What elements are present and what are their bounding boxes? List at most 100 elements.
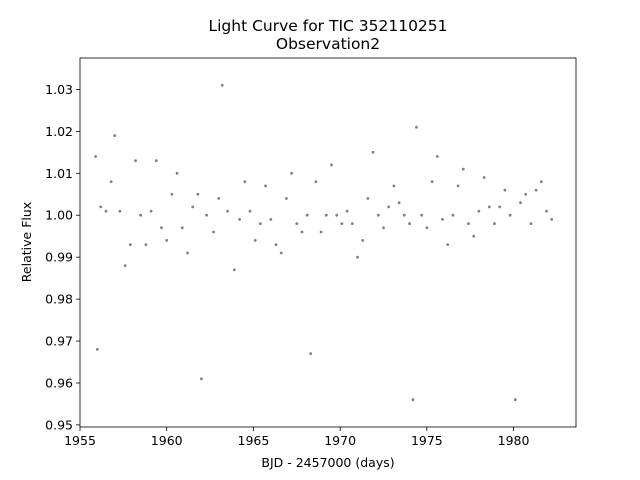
data-point <box>253 239 257 242</box>
plot-frame <box>79 57 577 428</box>
data-point <box>446 243 450 247</box>
data-point <box>402 213 406 217</box>
data-point <box>165 239 169 242</box>
data-point <box>309 352 313 355</box>
data-point <box>420 213 424 217</box>
data-point <box>545 209 548 213</box>
data-point <box>144 243 148 247</box>
x-tick-label: 1975 <box>411 433 443 448</box>
x-tick-label: 1980 <box>498 433 530 448</box>
x-tick-label: 1955 <box>64 433 96 448</box>
data-point <box>290 171 293 175</box>
data-point <box>550 218 554 221</box>
chart-title: Light Curve for TIC 352110251 <box>208 17 447 35</box>
data-point <box>279 251 283 255</box>
y-axis: 0.95 0.96 0.97 0.98 0.99 1.00 1.01 1.02 1.03 <box>45 82 80 432</box>
data-point <box>118 209 122 213</box>
data-point <box>467 222 470 226</box>
data-point <box>441 218 444 221</box>
data-point <box>435 155 439 158</box>
data-point <box>345 209 349 213</box>
x-axis: 1955 1960 1965 1970 1975 1980 <box>64 427 530 448</box>
data-point <box>397 201 401 205</box>
data-point <box>94 155 97 158</box>
data-point <box>212 230 215 234</box>
data-point <box>259 222 262 226</box>
data-point <box>95 348 99 351</box>
y-axis-label: Relative Flux <box>19 202 34 282</box>
data-point <box>220 83 224 87</box>
data-point <box>274 243 278 247</box>
data-point <box>340 222 344 226</box>
x-axis-label: BJD - 2457000 (days) <box>261 455 394 470</box>
data-point <box>109 180 113 184</box>
data-point <box>226 209 229 213</box>
data-point <box>243 180 247 184</box>
data-point <box>285 197 288 200</box>
data-point <box>217 197 221 200</box>
y-tick-label: 0.97 <box>45 334 73 349</box>
y-tick-label: 1.03 <box>45 82 73 97</box>
data-point <box>361 239 365 242</box>
data-point <box>314 180 318 184</box>
data-point <box>498 205 502 209</box>
data-point <box>477 209 481 213</box>
data-point <box>487 205 491 209</box>
data-point <box>411 398 415 402</box>
data-point <box>539 180 543 184</box>
y-tick-label: 0.95 <box>45 417 73 432</box>
data-point <box>319 230 323 234</box>
data-point <box>134 159 137 163</box>
data-point <box>160 226 163 230</box>
x-tick-label: 1965 <box>238 433 270 448</box>
data-point <box>408 222 411 226</box>
data-point <box>371 150 375 154</box>
data-point <box>513 398 517 402</box>
data-point <box>196 192 200 196</box>
data-point <box>451 213 455 217</box>
data-point <box>139 213 143 217</box>
data-point <box>232 268 236 272</box>
data-point <box>269 218 273 221</box>
data-point <box>534 188 538 192</box>
data-point <box>382 226 385 230</box>
data-point <box>366 197 370 200</box>
data-point <box>461 167 465 171</box>
y-tick-label: 1.02 <box>45 124 73 139</box>
data-point <box>238 218 242 221</box>
data-point <box>191 205 195 209</box>
data-point <box>356 255 359 259</box>
x-tick-label: 1970 <box>324 433 356 448</box>
data-point <box>300 230 304 234</box>
data-point <box>330 163 333 167</box>
data-point <box>524 192 528 196</box>
data-point <box>529 222 533 226</box>
data-point <box>305 213 309 217</box>
data-point <box>295 222 299 226</box>
data-point <box>324 213 328 217</box>
data-point <box>113 134 117 138</box>
y-tick-label: 0.99 <box>45 250 73 265</box>
data-point <box>104 209 108 213</box>
data-point <box>335 213 339 217</box>
data-point <box>170 192 174 196</box>
data-point <box>503 188 507 192</box>
data-point <box>200 377 203 381</box>
data-point <box>456 184 460 188</box>
x-tick-label: 1960 <box>151 433 183 448</box>
data-point <box>205 213 209 217</box>
data-point <box>430 180 434 184</box>
data-point <box>472 234 476 238</box>
data-point <box>387 205 391 209</box>
data-point <box>123 264 127 267</box>
data-point <box>248 209 252 213</box>
data-point <box>392 184 396 188</box>
data-point <box>415 125 418 129</box>
y-tick-label: 1.00 <box>45 208 73 223</box>
chart-subtitle: Observation2 <box>276 35 380 53</box>
data-point <box>264 184 267 188</box>
data-point <box>493 222 496 226</box>
data-point <box>425 226 429 230</box>
data-point <box>482 176 486 179</box>
